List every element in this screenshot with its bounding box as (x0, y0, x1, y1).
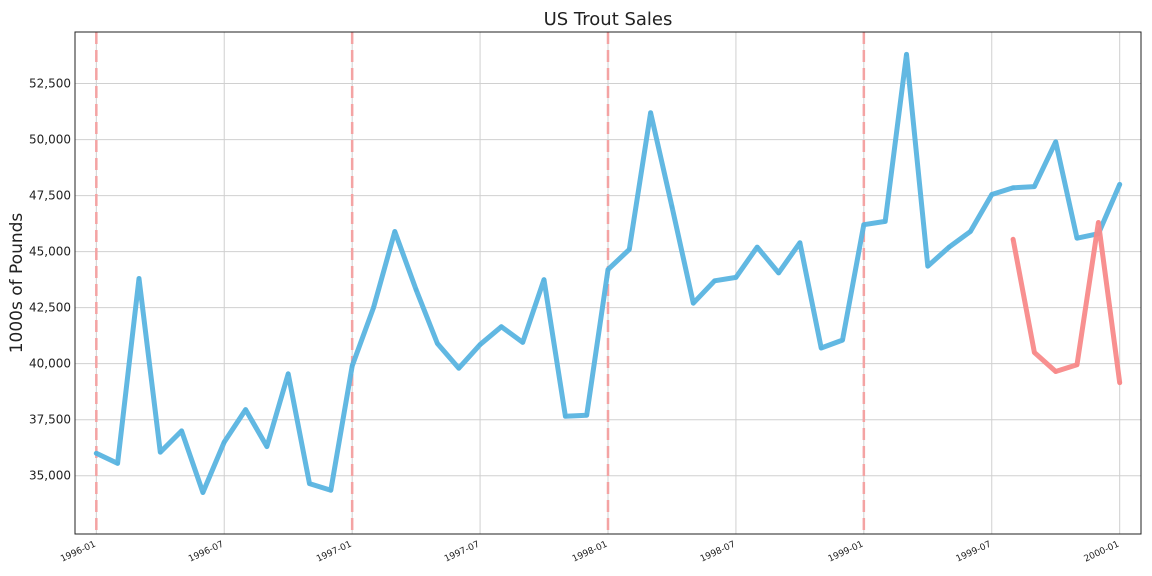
data-point (882, 219, 888, 224)
data-point (584, 413, 589, 418)
data-point (328, 488, 334, 493)
plot-frame (74, 31, 1142, 535)
x-tick-label: 1998-01 (571, 540, 609, 565)
y-tick-label: 45,000 (29, 245, 71, 259)
y-axis-ticks: 35,000 37,500 40,000 42,500 45,000 47,500 50,0… (29, 77, 71, 483)
data-point (1010, 237, 1016, 242)
data-point (733, 275, 739, 280)
data-point (413, 287, 419, 292)
data-point (755, 244, 760, 250)
data-point (307, 481, 312, 486)
data-point (158, 450, 163, 455)
x-tick-label: 1996-07 (187, 540, 225, 565)
data-point (627, 247, 632, 252)
data-point (797, 240, 803, 245)
data-point (499, 324, 504, 329)
data-point (1032, 184, 1037, 189)
data-point (968, 229, 973, 234)
data-point (648, 110, 653, 115)
data-point (392, 229, 397, 234)
data-point (819, 345, 824, 351)
data-point (904, 52, 909, 57)
data-point (946, 244, 952, 250)
data-point (243, 407, 248, 412)
data-point (1117, 380, 1122, 385)
series-layer (93, 51, 1123, 495)
data-point (1032, 350, 1037, 355)
x-axis-ticks: 1996-01 1996-07 1997-01 1997-07 1998-01 1998-… (59, 540, 1121, 565)
data-point (776, 270, 781, 276)
reference-lines (95, 32, 866, 534)
data-point (669, 204, 675, 210)
data-point (712, 278, 717, 283)
data-point (1074, 362, 1080, 367)
data-point (264, 444, 270, 449)
data-point (840, 337, 845, 343)
series-line (1010, 220, 1123, 386)
data-point (605, 267, 611, 272)
data-point (136, 276, 142, 281)
x-tick-label: 1998-07 (699, 540, 737, 565)
y-tick-label: 42,500 (29, 301, 71, 315)
y-tick-label: 47,500 (29, 189, 71, 203)
data-point (371, 305, 376, 310)
data-point (94, 451, 99, 456)
y-axis-label: 1000s of Pounds (7, 213, 27, 354)
data-point (456, 365, 461, 371)
data-point (477, 342, 483, 347)
data-point (286, 371, 291, 376)
x-tick-label: 1996-01 (59, 540, 97, 565)
data-point (435, 341, 440, 346)
data-point (1117, 182, 1122, 187)
data-point (925, 263, 930, 269)
data-point (1053, 369, 1058, 374)
data-point (563, 414, 568, 419)
data-point (1074, 235, 1080, 241)
x-tick-label: 1999-01 (827, 540, 865, 565)
data-point (541, 277, 547, 282)
data-point (349, 363, 355, 369)
chart-title: US Trout Sales (544, 9, 673, 30)
y-tick-label: 52,500 (29, 77, 71, 91)
data-point (989, 192, 994, 197)
data-point (200, 490, 206, 495)
data-point (520, 340, 525, 345)
data-point (861, 222, 867, 227)
data-point (222, 439, 227, 445)
data-point (691, 300, 696, 306)
y-tick-label: 40,000 (29, 357, 71, 371)
x-tick-label: 2000-01 (1083, 540, 1121, 565)
data-point (1053, 139, 1058, 145)
y-tick-label: 50,000 (29, 133, 71, 147)
x-tick-label: 1997-01 (315, 540, 353, 565)
x-tick-label: 1997-07 (443, 540, 481, 565)
y-tick-label: 35,000 (29, 469, 71, 483)
y-tick-label: 37,500 (29, 413, 71, 427)
data-point (115, 461, 120, 466)
data-point (1010, 185, 1016, 190)
data-point (179, 428, 184, 434)
data-point (1096, 220, 1101, 225)
x-tick-label: 1999-07 (955, 540, 993, 565)
